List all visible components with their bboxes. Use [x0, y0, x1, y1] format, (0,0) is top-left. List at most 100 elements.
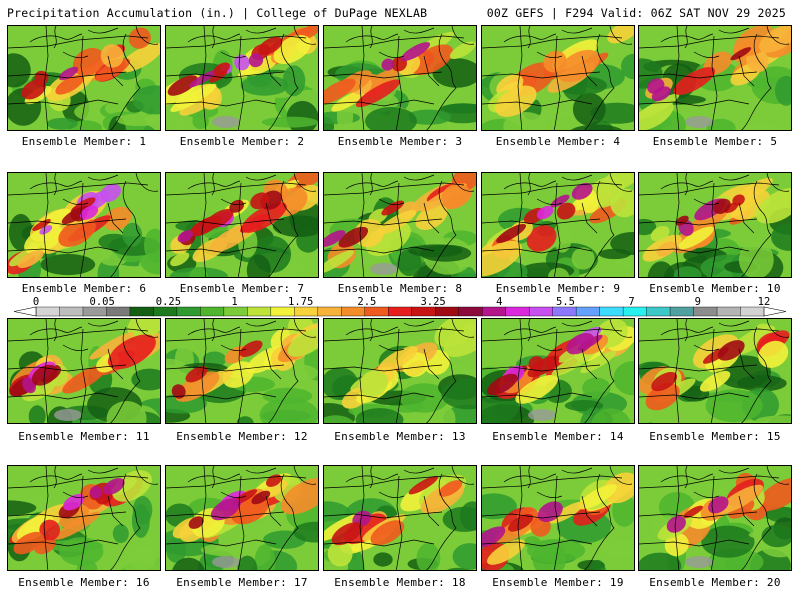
- member-map-18: [323, 465, 477, 571]
- legend-tick-label: 5.5: [556, 296, 575, 308]
- product-title: Precipitation Accumulation (in.) | Colle…: [7, 6, 428, 20]
- precip-map-7: [166, 173, 318, 277]
- precip-map-4: [482, 26, 634, 130]
- legend-arrow-left: [13, 306, 37, 317]
- legend-swatch: [270, 306, 295, 317]
- member-label: Ensemble Member: 10: [649, 282, 781, 295]
- legend-tick-label: 9: [694, 296, 701, 308]
- precip-map-3: [324, 26, 476, 130]
- legend-tick-label: 4: [496, 296, 503, 308]
- member-label: Ensemble Member: 17: [176, 576, 308, 589]
- legend-swatch: [176, 306, 201, 317]
- legend-tick-label: 1: [231, 296, 238, 308]
- legend-swatch: [106, 306, 131, 317]
- legend-swatch: [458, 306, 483, 317]
- member-map-12: [165, 318, 319, 424]
- member-map-6: [7, 172, 161, 278]
- member-map-1: [7, 25, 161, 131]
- member-map-20: [638, 465, 792, 571]
- member-map-10: [638, 172, 792, 278]
- legend-swatch: [528, 306, 554, 317]
- member-map-4: [481, 25, 635, 131]
- member-map-16: [7, 465, 161, 571]
- legend-swatch: [693, 306, 718, 317]
- member-label: Ensemble Member: 4: [495, 135, 621, 148]
- header-bar: Precipitation Accumulation (in.) | Colle…: [0, 0, 800, 22]
- legend-swatch: [317, 306, 342, 317]
- legend-tick-label: 0: [32, 296, 40, 308]
- precip-map-15: [639, 319, 791, 423]
- legend-swatch: [388, 306, 413, 317]
- member-map-15: [638, 318, 792, 424]
- member-label: Ensemble Member: 20: [649, 576, 781, 589]
- precip-map-18: [324, 466, 476, 570]
- legend-tick-label: 0.05: [89, 296, 115, 308]
- legend-swatch: [481, 306, 507, 317]
- precip-map-13: [324, 319, 476, 423]
- member-label: Ensemble Member: 9: [495, 282, 621, 295]
- precip-map-14: [482, 319, 634, 423]
- legend-swatch: [552, 306, 577, 317]
- member-map-8: [323, 172, 477, 278]
- member-map-19: [481, 465, 635, 571]
- legend-swatch: [364, 306, 389, 317]
- precip-map-10: [639, 173, 791, 277]
- precip-map-12: [166, 319, 318, 423]
- member-map-14: [481, 318, 635, 424]
- legend-tick-label: 0.25: [155, 296, 182, 308]
- member-label: Ensemble Member: 12: [176, 430, 308, 443]
- member-map-7: [165, 172, 319, 278]
- legend-swatch: [129, 306, 154, 317]
- valid-time: 00Z GEFS | F294 Valid: 06Z SAT NOV 29 20…: [486, 6, 786, 20]
- precip-map-20: [639, 466, 791, 570]
- color-legend: 0 0.05 0.25 1 1.75 2.5 3.25 4 5.5 7 9 12: [0, 296, 800, 318]
- precip-map-11: [8, 319, 160, 423]
- legend-swatch: [35, 306, 60, 317]
- member-map-11: [7, 318, 161, 424]
- member-label: Ensemble Member: 1: [21, 135, 147, 148]
- precip-map-1: [8, 26, 160, 130]
- legend-swatch: [341, 306, 366, 317]
- legend-swatch: [59, 306, 84, 317]
- precip-map-5: [639, 26, 791, 130]
- legend-tick-label: 7: [628, 296, 635, 308]
- member-map-5: [638, 25, 792, 131]
- legend-tick-label: 12: [757, 296, 771, 308]
- legend-swatch: [505, 306, 530, 317]
- legend-tick-label: 2.5: [357, 296, 377, 308]
- legend-swatch: [435, 306, 460, 317]
- precip-map-6: [8, 173, 160, 277]
- legend-swatch: [740, 306, 765, 317]
- legend-colorbar: [13, 306, 787, 317]
- member-label: Ensemble Member: 14: [492, 430, 624, 443]
- member-label: Ensemble Member: 3: [337, 135, 463, 148]
- precip-map-2: [166, 26, 318, 130]
- legend-swatch: [82, 306, 107, 317]
- precip-map-16: [8, 466, 160, 570]
- legend-swatch: [716, 306, 742, 317]
- precip-map-9: [482, 173, 634, 277]
- legend-swatch: [646, 306, 671, 317]
- legend-swatch: [294, 306, 319, 317]
- member-label: Ensemble Member: 19: [492, 576, 624, 589]
- member-label: Ensemble Member: 13: [334, 430, 466, 443]
- member-label: Ensemble Member: 8: [337, 282, 463, 295]
- member-label: Ensemble Member: 2: [179, 135, 305, 148]
- precip-map-17: [166, 466, 318, 570]
- member-label: Ensemble Member: 6: [21, 282, 147, 295]
- member-label: Ensemble Member: 11: [18, 430, 150, 443]
- member-map-3: [323, 25, 477, 131]
- legend-swatch: [411, 306, 436, 317]
- precip-map-19: [482, 466, 634, 570]
- legend-swatch: [599, 306, 624, 317]
- member-label: Ensemble Member: 16: [18, 576, 150, 589]
- legend-tick-label: 3.25: [420, 296, 446, 308]
- precip-map-8: [324, 173, 476, 277]
- member-label: Ensemble Member: 7: [179, 282, 305, 295]
- member-map-13: [323, 318, 477, 424]
- member-label: Ensemble Member: 18: [334, 576, 466, 589]
- legend-tick-label: 1.75: [288, 296, 314, 308]
- legend-swatch: [247, 306, 272, 317]
- legend-swatch: [223, 306, 248, 317]
- legend-swatch: [622, 306, 648, 317]
